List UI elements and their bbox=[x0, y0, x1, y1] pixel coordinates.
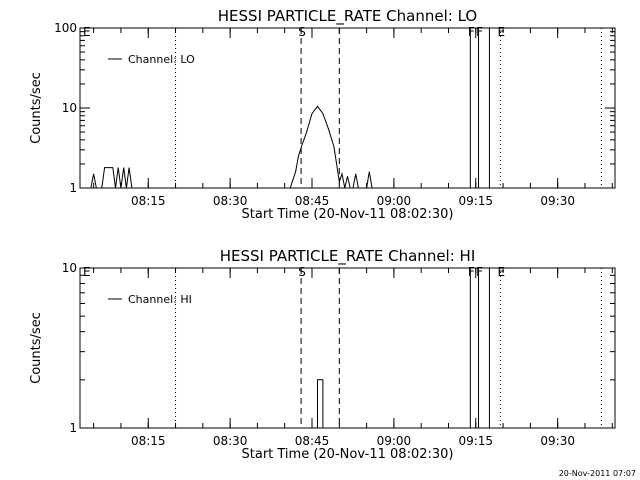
y-axis-label: Counts/sec bbox=[29, 72, 44, 144]
x-tick-label: 08:30 bbox=[213, 194, 248, 208]
x-axis-label: Start Time (20-Nov-11 08:02:30) bbox=[242, 447, 454, 462]
legend-label: Channel: LO bbox=[128, 53, 195, 66]
event-marker-label: S bbox=[298, 265, 306, 279]
event-marker-label: F bbox=[468, 265, 475, 279]
x-tick-label: 08:45 bbox=[295, 434, 330, 448]
x-tick-label: 08:15 bbox=[131, 194, 166, 208]
x-tick-label: 09:30 bbox=[540, 434, 575, 448]
event-marker-label: F bbox=[476, 25, 483, 39]
event-marker-label: E bbox=[498, 25, 506, 39]
y-axis-label: Counts/sec bbox=[29, 312, 44, 384]
chart-title: HESSI PARTICLE_RATE Channel: LO bbox=[218, 7, 477, 26]
panel-channel-lo: HESSI PARTICLE_RATE Channel: LO E S F F E 1 10 1… bbox=[29, 7, 616, 222]
plot-frame bbox=[79, 27, 616, 189]
panel-channel-hi: HESSI PARTICLE_RATE Channel: HI E S F F E 1 10 0… bbox=[29, 247, 616, 462]
x-tick-label: 09:15 bbox=[458, 194, 493, 208]
series-line bbox=[80, 105, 468, 189]
event-marker-label: E bbox=[83, 265, 91, 279]
series-line bbox=[80, 379, 468, 429]
x-tick-label: 09:30 bbox=[540, 194, 575, 208]
y-tick-label: 10 bbox=[62, 101, 77, 115]
x-tick-label: 08:30 bbox=[213, 434, 248, 448]
y-tick-label: 10 bbox=[62, 261, 77, 275]
x-tick-label: 09:00 bbox=[377, 434, 412, 448]
y-tick-label: 1 bbox=[69, 181, 77, 195]
footer-timestamp: 20-Nov-2011 07:07 bbox=[559, 469, 636, 478]
event-marker-label: F bbox=[476, 265, 483, 279]
event-marker-label: E bbox=[498, 265, 506, 279]
x-tick-label: 08:45 bbox=[295, 194, 330, 208]
chart-title: HESSI PARTICLE_RATE Channel: HI bbox=[220, 247, 476, 266]
y-tick-label: 100 bbox=[54, 21, 77, 35]
event-marker-label: E bbox=[83, 25, 91, 39]
plot-frame bbox=[79, 267, 616, 429]
x-tick-label: 08:15 bbox=[131, 434, 166, 448]
event-marker-label: F bbox=[468, 25, 475, 39]
y-tick-label: 1 bbox=[69, 421, 77, 435]
x-axis-label: Start Time (20-Nov-11 08:02:30) bbox=[242, 207, 454, 222]
x-tick-label: 09:00 bbox=[377, 194, 412, 208]
legend-label: Channel: HI bbox=[128, 293, 192, 306]
x-tick-label: 09:15 bbox=[458, 434, 493, 448]
event-marker-label: S bbox=[298, 25, 306, 39]
